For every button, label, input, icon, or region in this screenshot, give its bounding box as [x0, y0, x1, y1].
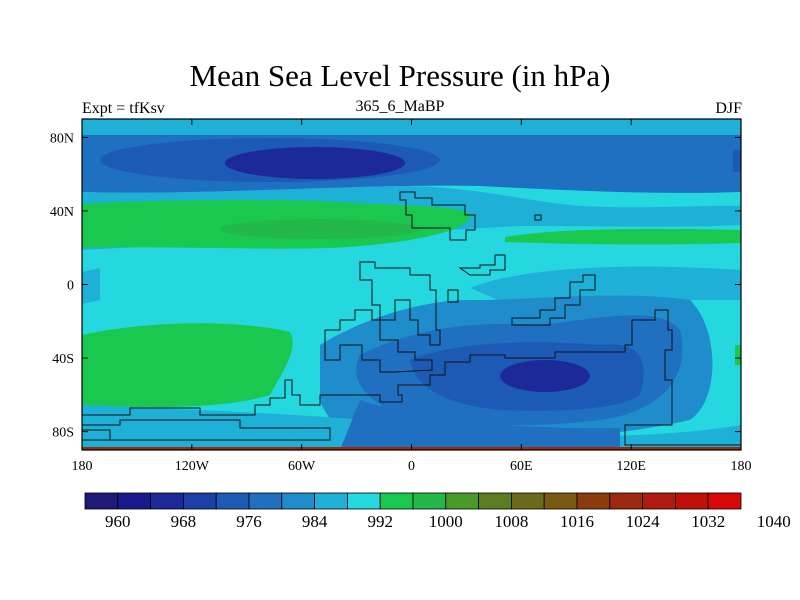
colorbar-swatch [346, 492, 381, 510]
colorbar-label: 976 [236, 512, 262, 531]
coastlines [82, 191, 741, 450]
lat-tick-label: 80N [50, 131, 74, 146]
fill-top-strip [82, 119, 741, 137]
colorbar-label: 1008 [494, 512, 528, 531]
colorbar-label: 1040 [757, 512, 791, 531]
colorbar-swatch [281, 492, 315, 510]
colorbar-swatch [707, 492, 742, 510]
fill-north-high-core [220, 219, 420, 239]
colorbar-swatch [675, 492, 709, 510]
colorbar-swatch [84, 492, 119, 510]
colorbar-swatch [314, 492, 348, 510]
colorbar-swatch [248, 492, 283, 510]
fill-south-east-high [735, 345, 741, 365]
colorbar-swatch [478, 492, 512, 510]
colorbar-swatch [510, 492, 545, 510]
fill-tropical-band [470, 266, 741, 305]
colorbar-label: 1032 [691, 512, 725, 531]
lon-tick-label: 60W [288, 459, 316, 474]
fill-north-east-high [505, 228, 741, 245]
season-label: DJF [715, 100, 742, 117]
colorbar-label: 1000 [429, 512, 463, 531]
colorbar-label: 992 [367, 512, 393, 531]
colorbar-swatch [543, 492, 578, 510]
colorbar-swatch [215, 492, 250, 510]
fill-north-ne-low [733, 150, 741, 172]
lon-tick-label: 0 [408, 459, 415, 474]
colorbar-swatch [182, 492, 217, 510]
colorbar-swatch [412, 492, 447, 510]
colorbar: 960 968 976 984 992 1000 1008 1016 1024 1032 1040 [84, 492, 791, 531]
colorbar-label: 960 [105, 512, 131, 531]
colorbar-label: 1016 [560, 512, 594, 531]
colorbar-swatch [150, 492, 184, 510]
fill-south-high [82, 323, 293, 408]
colorbar-label: 984 [302, 512, 328, 531]
lon-tick-label: 120W [175, 459, 210, 474]
colorbar-swatch [642, 492, 676, 510]
colorbar-swatch [379, 492, 414, 510]
lon-tick-label: 120E [616, 459, 646, 474]
lat-tick-label: 40N [50, 205, 74, 220]
fill-west-tropics [82, 268, 100, 304]
lat-tick-label: 80S [52, 426, 74, 441]
lon-tick-label: 180 [72, 459, 93, 474]
fill-south-low-core [500, 360, 590, 392]
colorbar-label: 968 [171, 512, 197, 531]
lat-tick-label: 40S [52, 352, 74, 367]
axis-ticks: 180 120W 60W 0 60E 120E 180 80N 40N 0 40S 80S [50, 119, 752, 474]
lon-tick-label: 60E [510, 459, 533, 474]
colorbar-swatch [576, 492, 611, 510]
lat-tick-label: 0 [67, 279, 74, 294]
fill-north-low-inner [225, 147, 405, 179]
contour-fills [82, 119, 741, 450]
lon-tick-label: 180 [731, 459, 752, 474]
fill-antarctic-low [340, 400, 620, 450]
run-label: 365_6_MaBP [355, 98, 445, 115]
colorbar-swatch [117, 492, 152, 510]
page-title: Mean Sea Level Pressure (in hPa) [189, 58, 611, 93]
colorbar-swatch [609, 492, 643, 510]
colorbar-label: 1024 [626, 512, 661, 531]
colorbar-swatch [445, 492, 479, 510]
experiment-label: Expt = tfKsv [82, 100, 165, 117]
